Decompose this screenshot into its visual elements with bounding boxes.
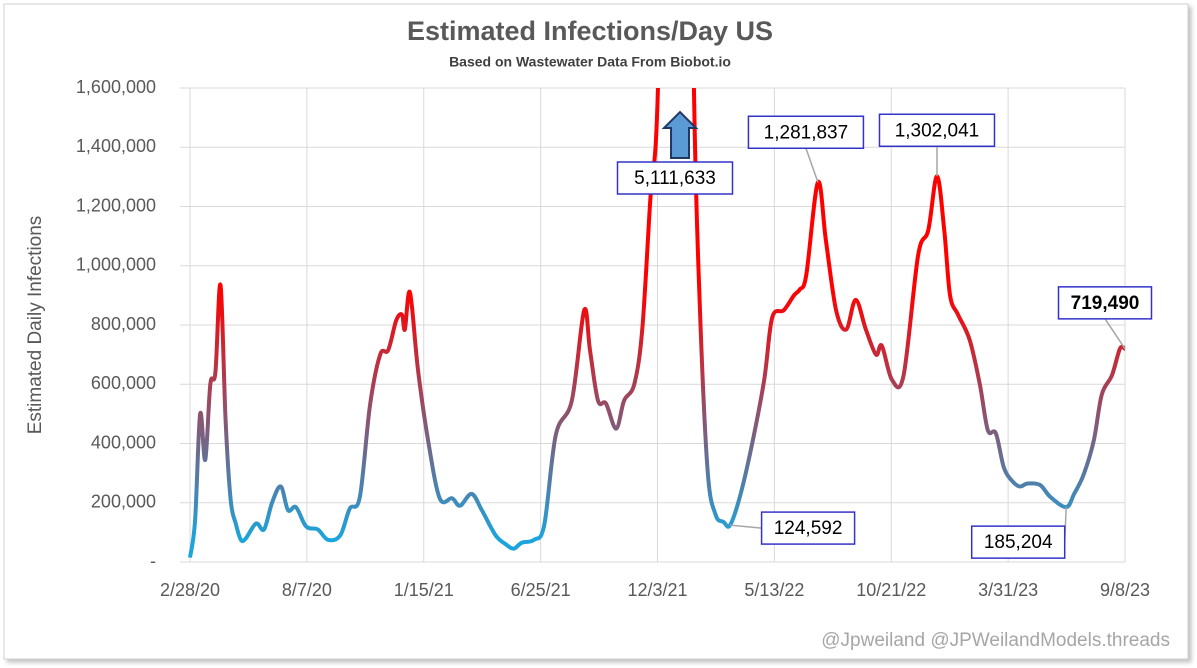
- callout-box: [616, 161, 734, 195]
- callout-box: [760, 511, 856, 545]
- callout-box: [1057, 286, 1153, 320]
- y-tick-label: 1,000,000: [76, 255, 156, 275]
- callout-box: [878, 113, 996, 148]
- y-tick-label: 400,000: [91, 432, 156, 452]
- x-tick-label: 5/13/22: [744, 580, 804, 600]
- x-tick-label: 1/15/21: [394, 580, 454, 600]
- y-tick-label: 1,400,000: [76, 136, 156, 156]
- x-tick-label: 12/3/21: [627, 580, 687, 600]
- x-tick-label: 8/7/20: [282, 580, 332, 600]
- callout-box: [970, 525, 1066, 559]
- x-tick-label: 2/28/20: [160, 580, 220, 600]
- x-tick-label: 6/25/21: [511, 580, 571, 600]
- frame: [3, 3, 1189, 660]
- x-tick-label: 10/21/22: [856, 580, 926, 600]
- leader-line: [1104, 318, 1126, 350]
- x-tick-label: 3/31/23: [978, 580, 1038, 600]
- callout-box: [747, 115, 865, 150]
- y-tick-label: 200,000: [91, 492, 156, 512]
- credit: @Jpweiland @JPWeilandModels.threads: [821, 630, 1170, 651]
- data-label: 1,281,837: [764, 122, 849, 143]
- data-label: 185,204: [984, 532, 1053, 553]
- grid: - 200,000 400,000 600,000 800,000 1,000,000 1,…: [76, 77, 1150, 600]
- data-label: 719,490: [1071, 293, 1140, 314]
- data-label: 5,111,633: [634, 168, 716, 189]
- x-tick-label: 9/8/23: [1100, 580, 1150, 600]
- annotations: 5,111,633 124,592 1,281,837 1,302,041 185,20…: [616, 110, 1153, 559]
- leader-line: [805, 148, 819, 183]
- plot-area: [188, 88, 1127, 558]
- data-label: 124,592: [774, 518, 843, 539]
- y-tick-label: 600,000: [91, 373, 156, 393]
- y-tick-label: -: [150, 551, 156, 571]
- y-tick-label: 1,200,000: [76, 195, 156, 215]
- series-line: [188, 88, 1127, 558]
- y-tick-label: 1,600,000: [76, 77, 156, 97]
- data-label: 1,302,041: [895, 120, 980, 141]
- overflow-arrow: [661, 110, 699, 159]
- y-axis-label: Estimated Daily Infections: [25, 216, 46, 435]
- chart-title: Estimated Infections/Day US: [407, 16, 773, 46]
- chart-subtitle: Based on Wastewater Data From Biobot.io: [449, 54, 731, 70]
- leader-line: [730, 524, 762, 529]
- y-tick-label: 800,000: [91, 314, 156, 334]
